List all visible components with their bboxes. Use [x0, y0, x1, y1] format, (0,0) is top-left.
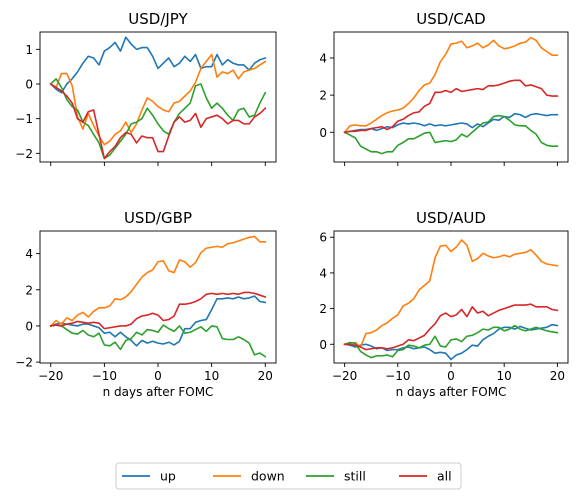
legend-entry-still: still: [306, 469, 366, 484]
legend-label: still: [344, 469, 366, 484]
series-line-down: [343, 36, 559, 134]
y-tick-label: 6: [319, 231, 327, 245]
series-line-up: [343, 112, 559, 134]
series-line-still: [343, 114, 559, 155]
series-line-all: [343, 79, 559, 134]
x-tick-label: 0: [447, 369, 455, 383]
panel-title: USD/GBP: [124, 209, 192, 227]
panel-title: USD/CAD: [416, 10, 485, 28]
x-tick-label: −10: [92, 369, 117, 383]
panel-usd-aud: USD/AUD −20 −10 0 10 20 0 2 4 6 n days after FOMC: [319, 209, 569, 399]
series-line-up: [49, 36, 267, 94]
series-line-still: [343, 324, 559, 359]
series-line-all: [49, 291, 267, 330]
series-group: [49, 235, 267, 358]
x-axis-label: n days after FOMC: [103, 385, 214, 399]
x-tick-label: 10: [497, 369, 512, 383]
legend: up down still all: [115, 462, 462, 490]
y-tick-label: 2: [319, 302, 327, 316]
panel-title: USD/AUD: [416, 209, 486, 227]
series-group: [49, 36, 267, 160]
legend-label: all: [437, 469, 452, 484]
y-tick-label: 0: [25, 319, 33, 333]
x-tick-label: 10: [204, 369, 219, 383]
y-tick-label: 2: [319, 89, 327, 103]
series-line-down: [49, 53, 267, 146]
legend-label: up: [160, 469, 176, 484]
series-line-all: [49, 82, 267, 160]
y-tick-label: 0: [25, 78, 33, 92]
legend-entry-down: down: [213, 469, 285, 484]
y-tick-label: 0: [319, 126, 327, 140]
y-tick-label: −2: [15, 147, 33, 161]
x-tick-label: −10: [385, 369, 410, 383]
x-axis-label: n days after FOMC: [396, 385, 507, 399]
panel-usd-jpy: USD/JPY −2 −1 0 1: [15, 10, 277, 166]
series-group: [343, 36, 559, 155]
x-tick-label: 20: [258, 369, 273, 383]
panel-usd-cad: USD/CAD 0 2 4: [319, 10, 569, 166]
y-tick-label: 4: [319, 266, 327, 280]
series-line-all: [343, 303, 559, 351]
y-tick-label: 4: [25, 247, 33, 261]
legend-entry-up: up: [122, 469, 176, 484]
panel-title: USD/JPY: [128, 10, 188, 28]
x-tick-label: −20: [332, 369, 357, 383]
y-tick-label: −1: [15, 112, 33, 126]
y-tick-label: 0: [319, 338, 327, 352]
x-tick-label: 0: [154, 369, 162, 383]
x-tick-label: −20: [38, 369, 63, 383]
legend-entry-all: all: [399, 469, 452, 484]
series-line-up: [49, 295, 267, 347]
legend-frame: [115, 462, 462, 490]
y-tick-label: 4: [319, 52, 327, 66]
series-line-down: [49, 235, 267, 328]
series-group: [343, 239, 559, 361]
series-line-still: [49, 324, 267, 358]
y-tick-label: −2: [15, 356, 33, 370]
y-tick-label: 2: [25, 283, 33, 297]
x-tick-label: 20: [550, 369, 565, 383]
legend-label: down: [251, 469, 285, 484]
series-line-still: [49, 78, 267, 160]
y-tick-label: 1: [25, 43, 33, 57]
series-line-down: [343, 239, 559, 348]
